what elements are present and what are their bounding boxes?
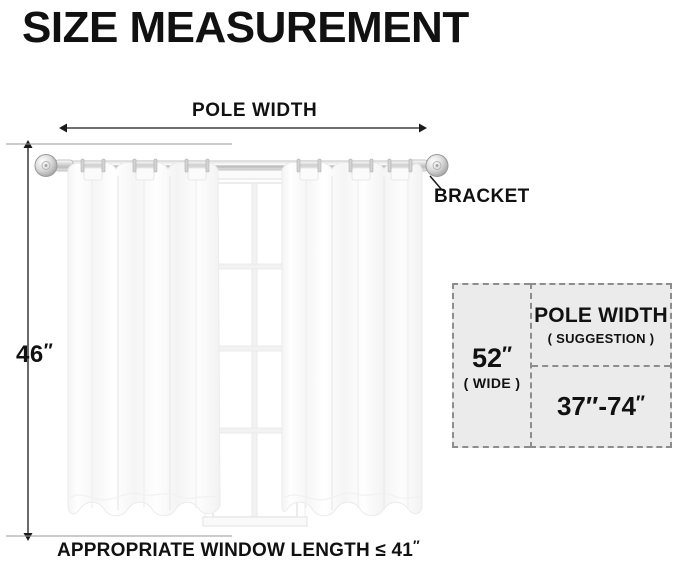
grommets (80, 158, 413, 181)
bottom-caption-text: APPROPRIATE WINDOW LENGTH ≤ 41 (57, 540, 413, 561)
bottom-caption-unit: ″ (412, 537, 420, 553)
pole-width-title-cell: POLE WIDTH ( SUGGESTION ) (532, 285, 670, 367)
left-curtain-panel (67, 161, 221, 517)
width-cell: 52″ ( WIDE ) (452, 283, 530, 448)
pole-width-range-row: 37″-74″ (557, 391, 645, 422)
height-dimension (6, 140, 232, 541)
right-curtain-panel (281, 161, 423, 517)
height-dimension-label: 46″ (16, 341, 53, 369)
pole-width-range-unit: ″ (635, 392, 646, 414)
page-title: SIZE MEASUREMENT (22, 3, 469, 52)
pole-width-label: POLE WIDTH (192, 100, 318, 121)
pole-width-range-cell: 37″-74″ (532, 367, 670, 446)
pole-width-range: 37″-74 (556, 390, 636, 421)
width-sub-label: ( WIDE ) (463, 375, 521, 391)
width-value-row: 52″ (472, 340, 512, 373)
pole-width-suggestion-label: ( SUGGESTION ) (547, 330, 655, 346)
width-value: 52 (471, 343, 502, 373)
height-unit: ″ (43, 341, 54, 362)
pole-width-title: POLE WIDTH (534, 303, 668, 327)
width-unit: ″ (501, 343, 513, 366)
right-finial-bracket (409, 154, 449, 177)
bottom-caption: APPROPRIATE WINDOW LENGTH ≤ 41″ (57, 537, 420, 562)
bracket-leader-line (429, 175, 443, 191)
size-info-box: 52″ ( WIDE ) POLE WIDTH ( SUGGESTION ) 3… (452, 283, 672, 448)
height-value: 46 (16, 341, 44, 368)
left-finial (34, 154, 74, 177)
bracket-label: BRACKET (434, 186, 530, 207)
pole-width-cell-group: POLE WIDTH ( SUGGESTION ) 37″-74″ (530, 283, 672, 448)
